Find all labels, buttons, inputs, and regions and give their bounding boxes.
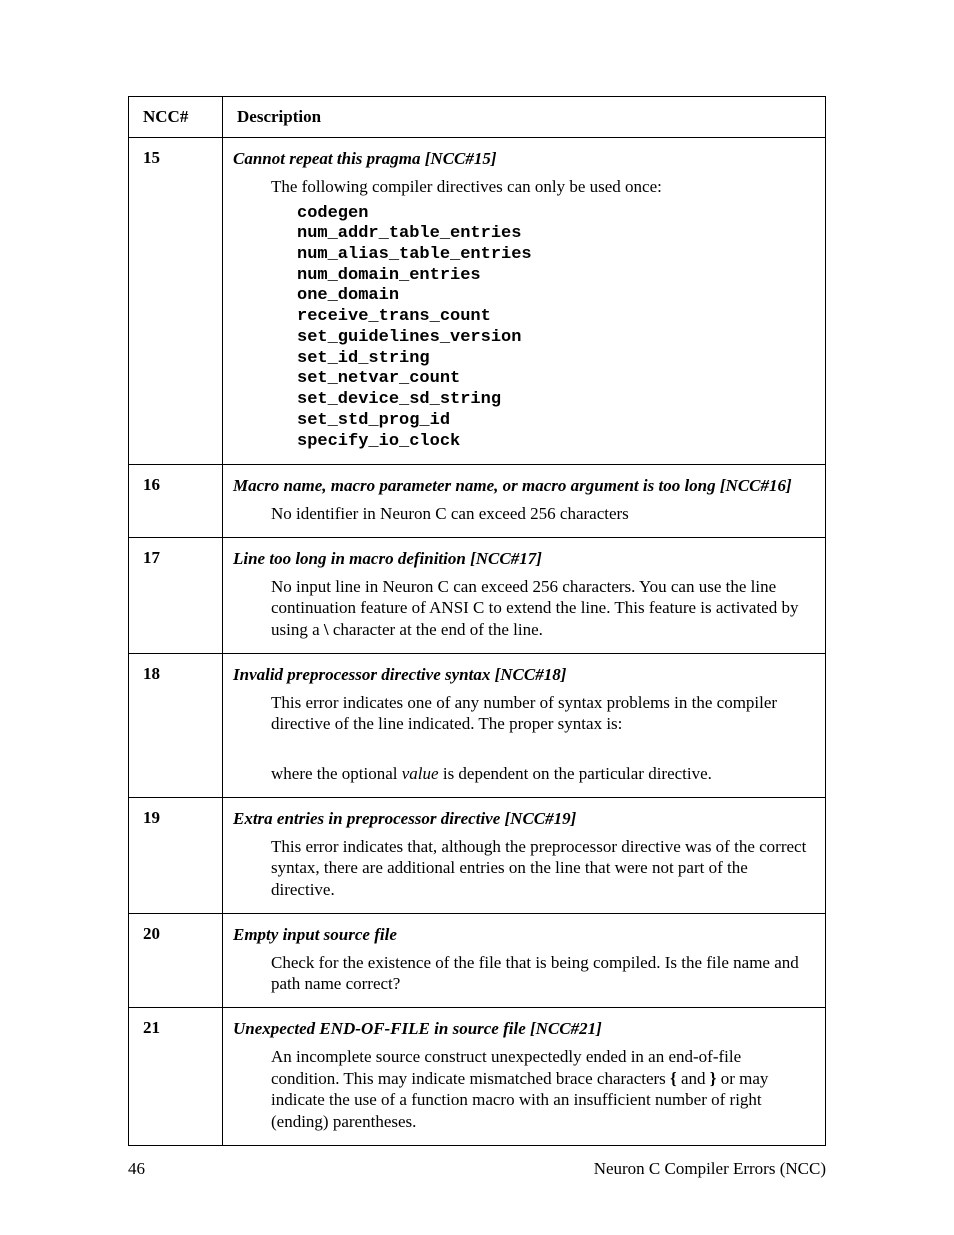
directive-item: receive_trans_count [297,307,811,328]
ncc-desc: Unexpected END-OF-FILE in source file [N… [223,1008,826,1146]
ncc-number: 20 [129,913,223,1007]
directive-item: specify_io_clock [297,432,811,453]
directive-list: codegen num_addr_table_entries num_alias… [297,204,811,453]
error-lead: The following compiler directives can on… [271,176,811,198]
directive-item: codegen [297,204,811,225]
ncc-number: 18 [129,653,223,797]
error-title: Unexpected END-OF-FILE in source file [N… [233,1018,811,1040]
directive-item: set_guidelines_version [297,328,811,349]
directive-item: num_alias_table_entries [297,245,811,266]
table-row: 20 Empty input source file Check for the… [129,913,826,1007]
directive-item: one_domain [297,286,811,307]
table-row: 18 Invalid preprocessor directive syntax… [129,653,826,797]
error-title: Empty input source file [233,924,811,946]
table-row: 15 Cannot repeat this pragma [NCC#15] Th… [129,138,826,465]
error-body: where the optional value is dependent on… [271,763,811,785]
table-row: 16 Macro name, macro parameter name, or … [129,465,826,538]
table-row: 17 Line too long in macro definition [NC… [129,537,826,653]
ncc-number: 19 [129,797,223,913]
error-body: No identifier in Neuron C can exceed 256… [271,503,811,525]
ncc-number: 15 [129,138,223,465]
error-title: Line too long in macro definition [NCC#1… [233,548,811,570]
ncc-desc: Extra entries in preprocessor directive … [223,797,826,913]
table-row: 21 Unexpected END-OF-FILE in source file… [129,1008,826,1146]
ncc-desc: Macro name, macro parameter name, or mac… [223,465,826,538]
error-body: This error indicates that, although the … [271,836,811,901]
error-body: Check for the existence of the file that… [271,952,811,996]
ncc-desc: Invalid preprocessor directive syntax [N… [223,653,826,797]
ncc-desc: Line too long in macro definition [NCC#1… [223,537,826,653]
header-ncc: NCC# [129,97,223,138]
error-title: Macro name, macro parameter name, or mac… [233,475,811,497]
error-body: No input line in Neuron C can exceed 256… [271,576,811,641]
ncc-desc: Cannot repeat this pragma [NCC#15] The f… [223,138,826,465]
ncc-desc: Empty input source file Check for the ex… [223,913,826,1007]
header-desc: Description [223,97,826,138]
error-title: Cannot repeat this pragma [NCC#15] [233,148,811,170]
directive-item: set_std_prog_id [297,411,811,432]
ncc-number: 21 [129,1008,223,1146]
table-row: 19 Extra entries in preprocessor directi… [129,797,826,913]
error-body: An incomplete source construct unexpecte… [271,1046,811,1133]
directive-item: num_addr_table_entries [297,224,811,245]
ncc-number: 17 [129,537,223,653]
directive-item: set_device_sd_string [297,390,811,411]
error-body: This error indicates one of any number o… [271,692,811,736]
error-table: NCC# Description 15 Cannot repeat this p… [128,96,826,1146]
page-number: 46 [128,1159,145,1179]
error-title: Invalid preprocessor directive syntax [N… [233,664,811,686]
ncc-number: 16 [129,465,223,538]
directive-item: num_domain_entries [297,266,811,287]
directive-item: set_id_string [297,349,811,370]
error-title: Extra entries in preprocessor directive … [233,808,811,830]
footer-title: Neuron C Compiler Errors (NCC) [594,1159,826,1179]
page-footer: 46 Neuron C Compiler Errors (NCC) [128,1159,826,1179]
directive-item: set_netvar_count [297,369,811,390]
